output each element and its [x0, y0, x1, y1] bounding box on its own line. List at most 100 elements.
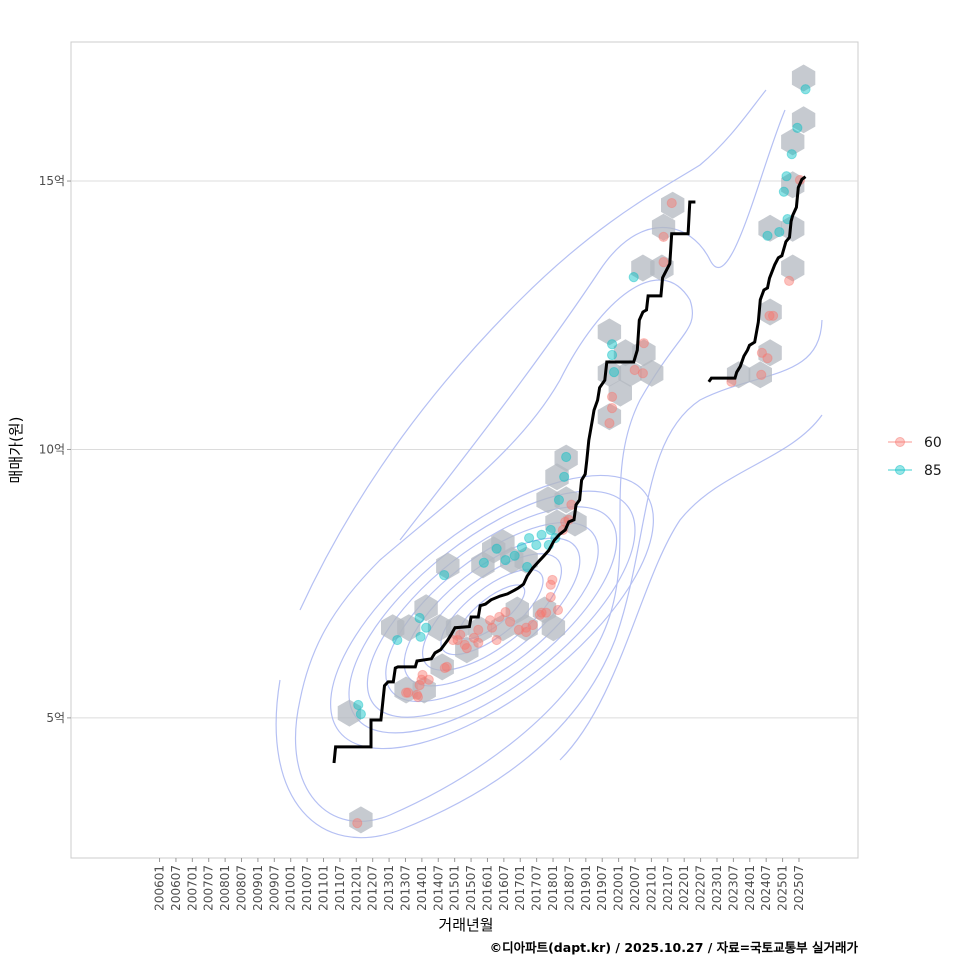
point-60	[764, 310, 775, 321]
hex-bin	[726, 361, 751, 389]
x-tick-label: 202101	[644, 865, 658, 911]
hex-bin	[349, 806, 373, 834]
point-85	[478, 557, 489, 568]
point-60	[473, 624, 484, 635]
point-85	[778, 186, 789, 197]
contour	[275, 319, 823, 839]
contour	[295, 279, 694, 822]
point-60	[552, 604, 564, 616]
point-85	[392, 634, 403, 646]
hex-bin	[781, 128, 805, 156]
x-tick-label: 201101	[316, 865, 330, 911]
x-tick-label: 200907	[267, 865, 281, 911]
x-tick-label: 201601	[480, 865, 494, 911]
hex-bin	[613, 339, 638, 367]
hex-bin	[337, 699, 362, 727]
x-tick-label: 201701	[513, 865, 527, 911]
hex-bin	[781, 214, 805, 242]
hex-bin	[758, 339, 782, 367]
point-60	[658, 231, 669, 242]
x-tick-label: 201801	[546, 865, 560, 911]
point-60	[637, 368, 648, 379]
x-tick-label: 201807	[562, 865, 576, 911]
point-60	[402, 687, 414, 698]
median-line-segment	[707, 175, 807, 383]
point-60	[541, 607, 552, 618]
point-85	[531, 539, 542, 551]
point-85	[421, 622, 432, 633]
point-60	[606, 403, 618, 414]
point-85	[559, 471, 570, 482]
y-axis-title: 매매가(원)	[7, 417, 25, 484]
x-tick-label: 201301	[382, 865, 396, 911]
point-60	[521, 626, 532, 638]
hex-bin	[536, 486, 560, 514]
caption: ©디아파트(dapt.kr) / 2025.10.27 / 자료=국토교통부 실…	[490, 940, 859, 955]
hex-bin	[545, 463, 569, 491]
x-tick-label: 202407	[759, 865, 773, 911]
point-60	[423, 674, 434, 685]
hex-bin	[491, 529, 515, 557]
point-60	[473, 637, 484, 648]
hex-bin	[455, 636, 479, 664]
legend: 60 85	[888, 435, 942, 479]
x-tick-label: 201307	[398, 865, 412, 911]
hex-bin	[758, 214, 782, 242]
hex-bin	[608, 379, 632, 407]
x-tick-label: 202507	[792, 865, 806, 911]
point-60	[459, 639, 470, 650]
y-axis: 5억 10억 15억	[39, 174, 71, 725]
point-60	[455, 629, 466, 640]
x-tick-label: 202207	[694, 865, 708, 911]
hex-bin	[650, 254, 674, 282]
x-tick-label: 201001	[284, 865, 298, 911]
point-60	[545, 579, 556, 590]
grid-lines	[71, 180, 858, 719]
point-85	[355, 709, 366, 720]
x-tick-label: 201401	[415, 865, 429, 911]
point-60	[352, 818, 363, 829]
point-60	[784, 275, 795, 286]
contour	[330, 474, 654, 750]
x-tick-label: 202401	[743, 865, 757, 911]
point-60	[504, 616, 516, 627]
point-60	[762, 353, 773, 364]
point-60	[547, 574, 558, 586]
hex-bin	[791, 64, 816, 92]
point-85	[516, 542, 527, 553]
point-60	[534, 609, 546, 620]
x-tick-label: 202201	[677, 865, 691, 911]
point-60	[500, 607, 511, 618]
point-60	[486, 622, 498, 633]
point-85	[608, 367, 620, 378]
point-60	[494, 611, 505, 623]
point-60	[604, 418, 615, 429]
hex-bin	[640, 359, 664, 387]
point-60	[412, 691, 424, 703]
x-tick-label: 201207	[366, 865, 380, 911]
point-60	[461, 642, 472, 654]
point-85	[553, 494, 565, 506]
point-60	[414, 680, 425, 691]
hex-bin	[514, 614, 538, 642]
point-60	[638, 338, 649, 349]
legend-item-60[interactable]: 60	[888, 435, 942, 451]
x-tick-label: 201107	[333, 865, 347, 911]
point-60	[629, 364, 640, 376]
x-tick-label: 202301	[710, 865, 724, 911]
point-60	[606, 391, 618, 402]
hex-bin	[554, 486, 578, 514]
legend-item-85[interactable]: 85	[888, 463, 942, 479]
point-85	[606, 349, 618, 361]
hex-bin	[781, 254, 805, 282]
hex-bin	[414, 594, 438, 622]
point-60	[416, 674, 427, 685]
legend-label-85: 85	[924, 463, 942, 479]
x-axis: 200601 200607 200701 200707 200801 200807 2009…	[153, 858, 806, 911]
hex-bin	[651, 213, 676, 241]
y-tick-label: 5억	[46, 711, 65, 725]
hex-bin	[791, 106, 816, 134]
x-tick-label: 200601	[153, 865, 167, 911]
point-60	[767, 310, 779, 321]
hex-bin	[412, 676, 436, 704]
